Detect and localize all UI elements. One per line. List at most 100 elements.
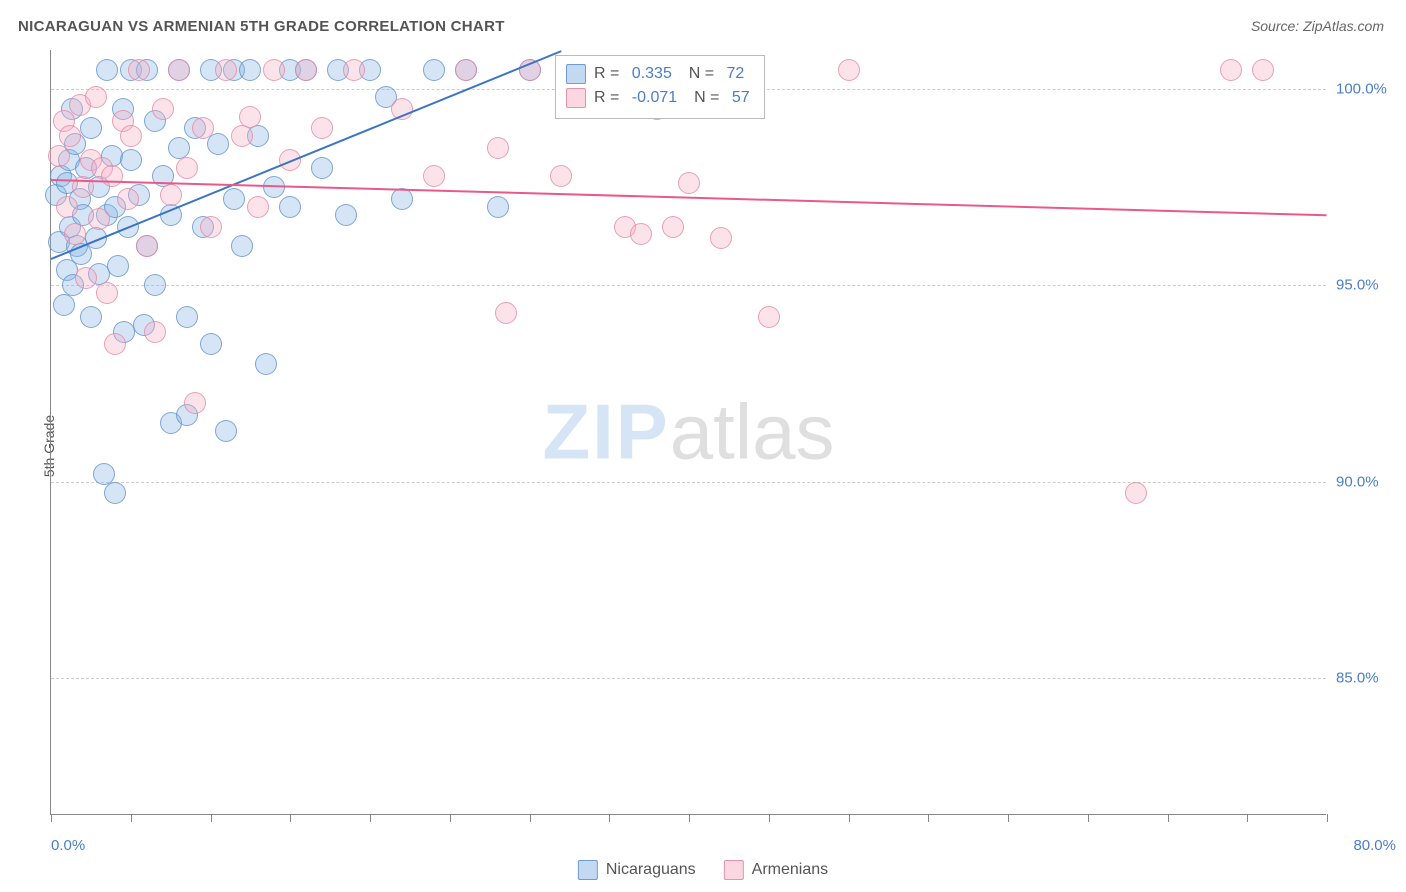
stats-row: R = 0.335 N = 72 [566, 62, 750, 86]
data-point [255, 353, 277, 375]
legend-swatch-pink [724, 860, 744, 880]
data-point [423, 165, 445, 187]
stats-swatch [566, 88, 586, 108]
stats-r-value: 0.335 [632, 62, 672, 86]
data-point [136, 235, 158, 257]
stats-n-value: 57 [727, 86, 749, 110]
stats-n-label: N = [685, 86, 719, 110]
data-point [1125, 482, 1147, 504]
data-point [80, 117, 102, 139]
data-point [239, 59, 261, 81]
data-point [550, 165, 572, 187]
data-point [247, 196, 269, 218]
source-label: Source: ZipAtlas.com [1251, 18, 1384, 34]
stats-row: R = -0.071 N = 57 [566, 86, 750, 110]
data-point [630, 223, 652, 245]
data-point [200, 216, 222, 238]
data-point [710, 227, 732, 249]
x-tick [1327, 814, 1328, 822]
data-point [231, 125, 253, 147]
data-point [117, 188, 139, 210]
data-point [487, 196, 509, 218]
data-point [455, 59, 477, 81]
data-point [96, 59, 118, 81]
scatter-plot-area: ZIPatlas 85.0%90.0%95.0%100.0%0.0%80.0% [50, 50, 1326, 815]
data-point [335, 204, 357, 226]
y-tick-label: 95.0% [1336, 277, 1396, 294]
data-point [96, 282, 118, 304]
data-point [391, 188, 413, 210]
data-point [160, 184, 182, 206]
data-point [144, 274, 166, 296]
legend-swatch-blue [578, 860, 598, 880]
data-point [104, 333, 126, 355]
stats-r-label: R = [594, 86, 624, 110]
data-point [101, 165, 123, 187]
x-tick [1247, 814, 1248, 822]
data-point [128, 59, 150, 81]
stats-n-label: N = [680, 62, 714, 86]
data-point [53, 294, 75, 316]
legend-item-armenians: Armenians [724, 860, 828, 880]
data-point [75, 267, 97, 289]
data-point [200, 333, 222, 355]
x-tick [530, 814, 531, 822]
data-point [184, 392, 206, 414]
data-point [107, 255, 129, 277]
x-tick [51, 814, 52, 822]
data-point [59, 125, 81, 147]
x-tick [131, 814, 132, 822]
x-tick [1088, 814, 1089, 822]
y-tick-label: 85.0% [1336, 669, 1396, 686]
data-point [311, 157, 333, 179]
data-point [1252, 59, 1274, 81]
data-point [120, 149, 142, 171]
stats-swatch [566, 64, 586, 84]
x-tick [450, 814, 451, 822]
data-point [64, 223, 86, 245]
data-point [80, 306, 102, 328]
data-point [343, 59, 365, 81]
data-point [152, 98, 174, 120]
data-point [93, 463, 115, 485]
data-point [838, 59, 860, 81]
gridline [51, 285, 1326, 286]
watermark-part2: atlas [670, 388, 835, 476]
legend-label: Nicaraguans [606, 861, 696, 879]
data-point [1220, 59, 1242, 81]
chart-title: NICARAGUAN VS ARMENIAN 5TH GRADE CORRELA… [18, 18, 505, 35]
legend-label: Armenians [752, 861, 828, 879]
data-point [311, 117, 333, 139]
data-point [678, 172, 700, 194]
x-tick [370, 814, 371, 822]
data-point [120, 125, 142, 147]
data-point [239, 106, 261, 128]
data-point [192, 117, 214, 139]
data-point [88, 208, 110, 230]
data-point [144, 321, 166, 343]
x-tick-label: 0.0% [51, 837, 85, 854]
data-point [104, 482, 126, 504]
legend: Nicaraguans Armenians [578, 860, 828, 880]
watermark: ZIPatlas [542, 387, 834, 478]
x-tick [290, 814, 291, 822]
data-point [207, 133, 229, 155]
data-point [85, 86, 107, 108]
data-point [48, 145, 70, 167]
data-point [495, 302, 517, 324]
x-tick [1168, 814, 1169, 822]
data-point [231, 235, 253, 257]
data-point [279, 196, 301, 218]
data-point [487, 137, 509, 159]
data-point [662, 216, 684, 238]
data-point [215, 59, 237, 81]
data-point [758, 306, 780, 328]
x-tick [928, 814, 929, 822]
stats-n-value: 72 [722, 62, 744, 86]
y-tick-label: 90.0% [1336, 473, 1396, 490]
x-tick-label: 80.0% [1353, 837, 1396, 854]
y-tick-label: 100.0% [1336, 81, 1396, 98]
data-point [423, 59, 445, 81]
data-point [176, 306, 198, 328]
x-tick [689, 814, 690, 822]
